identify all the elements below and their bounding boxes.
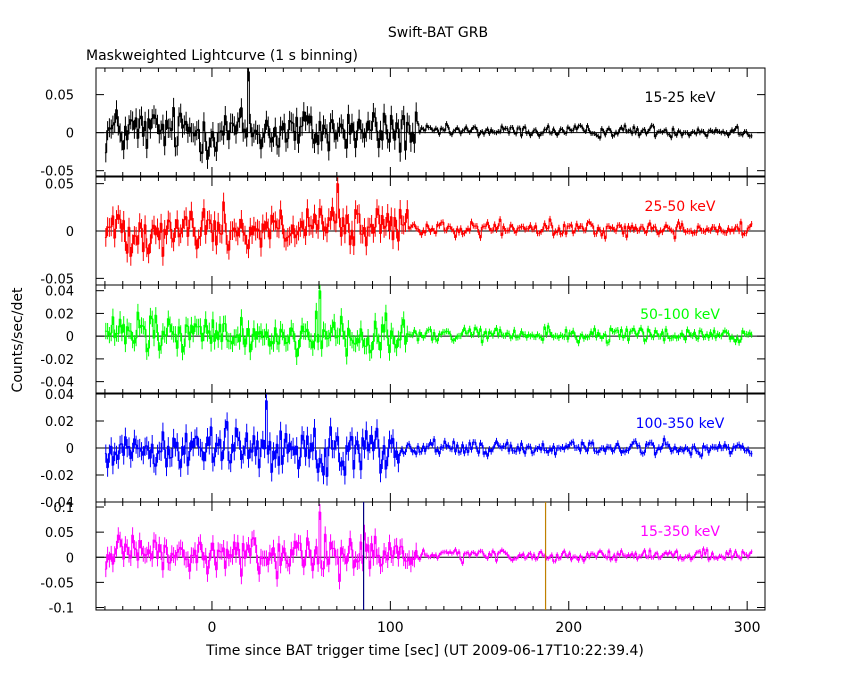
panel-1: 25-50 keV -0.05 0 0.05: [40, 176, 766, 287]
band-label-0: 15-25 keV: [645, 90, 716, 106]
y-tick-label: 0.02: [45, 307, 74, 322]
x-tick-label: 300: [734, 620, 761, 636]
y-tick-label: -0.1: [49, 601, 74, 616]
y-axis-label: Counts/sec/det: [10, 287, 26, 392]
y-tick-label: -0.05: [40, 272, 74, 287]
y-tick-label: 0: [66, 127, 74, 142]
y-tick-label: 0.02: [45, 415, 74, 430]
x-tick-label: 0: [207, 620, 216, 636]
x-tick-label: 100: [377, 620, 404, 636]
panel-0: 15-25 keV -0.05 0 0.05: [40, 67, 766, 180]
panel-frame: [95, 67, 766, 177]
y-tick-label: 0.1: [53, 501, 74, 516]
y-tick-label: 0.04: [45, 388, 74, 403]
panel-frame: [95, 501, 766, 611]
panel-frame: [95, 284, 766, 394]
y-tick-label: 0.05: [45, 89, 74, 104]
y-tick-label: 0.04: [45, 285, 74, 300]
y-tick-label: -0.04: [40, 496, 74, 511]
y-tick-label: 0: [66, 225, 74, 240]
y-tick-label: 0: [66, 330, 74, 345]
y-tick-label: 0: [66, 551, 74, 566]
band-label-2: 50-100 keV: [640, 307, 720, 323]
series-line-4: [104, 504, 753, 590]
x-axis-label: Time since BAT trigger time [sec] (UT 20…: [205, 643, 644, 659]
series-line-0: [104, 68, 753, 169]
chart-title: Swift-BAT GRB: [388, 25, 488, 41]
panel-4: 15-350 keV -0.1 -0.05 0 0.05 0.1: [40, 501, 766, 616]
panel-3: 100-350 keV -0.04 -0.02 0 0.02 0.04: [40, 388, 766, 511]
y-tick-label: 0.05: [45, 526, 74, 541]
y-tick-label: -0.02: [40, 353, 74, 368]
series-line-1: [104, 177, 753, 266]
y-tick-label: -0.02: [40, 469, 74, 484]
y-tick-label: -0.05: [40, 576, 74, 591]
chart-subtitle: Maskweighted Lightcurve (1 s binning): [86, 48, 358, 64]
band-label-1: 25-50 keV: [645, 199, 716, 215]
y-tick-label: 0: [66, 442, 74, 457]
panels-layer: 15-25 keV -0.05 0 0.05 25-50 keV -0.05 0 0.05 50…: [40, 67, 766, 636]
y-tick-label: -0.05: [40, 165, 74, 180]
band-label-3: 100-350 keV: [636, 416, 725, 432]
y-tick-label: 0.05: [45, 178, 74, 193]
band-label-4: 15-350 keV: [640, 524, 720, 540]
series-line-2: [104, 285, 753, 365]
y-tick-label: -0.04: [40, 376, 74, 391]
x-tick-label: 200: [555, 620, 582, 636]
series-line-3: [104, 394, 753, 486]
panel-2: 50-100 keV -0.04 -0.02 0 0.02 0.04: [40, 284, 766, 394]
